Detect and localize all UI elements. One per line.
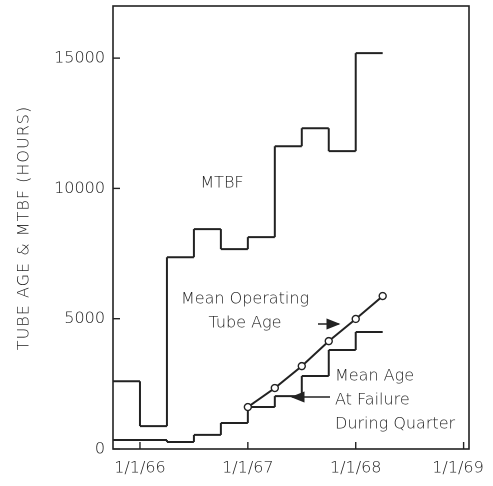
plot-frame [112,5,470,450]
y-tick-label: 5000 [64,308,105,327]
series-label: During Quarter [335,414,456,433]
point [270,383,280,393]
series-label: Mean Age [335,366,414,385]
y-axis-label: TUBE AGE & MTBF (HOURS) [14,106,33,350]
x-tick-label: 1/1/68 [330,458,382,477]
point [351,314,360,324]
line [247,295,384,408]
point [297,361,306,371]
series-label: At Failure [335,390,410,409]
point [324,336,333,346]
series-label: Mean Operating [181,289,309,308]
series-label: Tube Age [209,313,282,332]
x-tick-label: 1/1/69 [432,458,484,477]
series-label: MTBF [200,173,243,192]
y-tick-label: 15000 [54,48,105,67]
point [378,291,387,301]
x-tick-label: 1/1/67 [222,458,274,477]
y-tick-label: 0 [95,439,105,458]
y-tick-label: 10000 [54,178,105,197]
x-tick-label: 1/1/66 [114,458,166,477]
point [243,402,253,412]
